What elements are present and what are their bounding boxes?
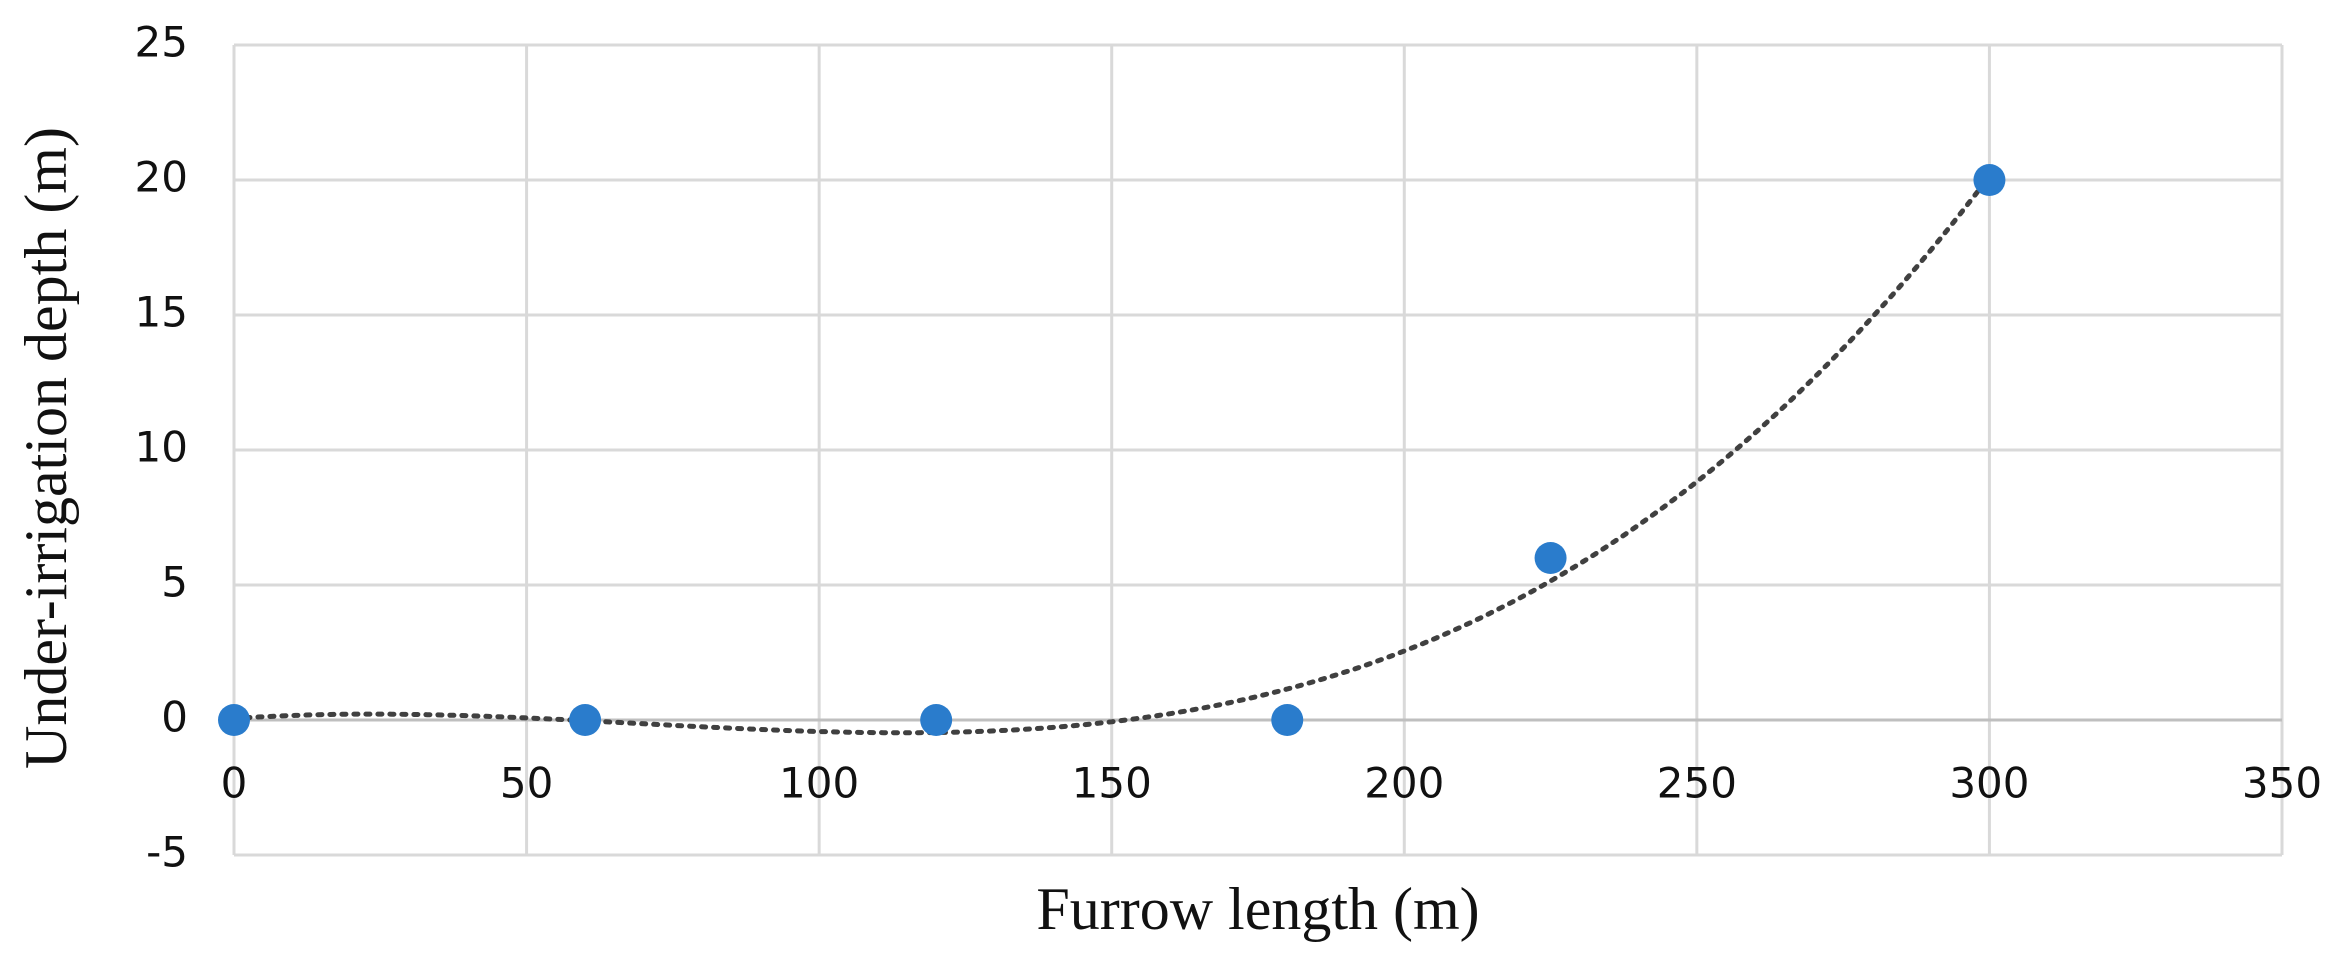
x-tick-label: 50 — [500, 759, 553, 808]
x-tick-label: 300 — [1949, 759, 2029, 808]
y-tick-label: 25 — [135, 18, 188, 67]
y-tick-label: 5 — [161, 558, 188, 607]
point — [920, 704, 953, 736]
y-tick-label: 15 — [135, 288, 188, 337]
point — [1271, 704, 1304, 736]
trendline — [231, 173, 1992, 736]
y-tick-label: -5 — [146, 828, 188, 877]
x-tick-label: 200 — [1364, 759, 1444, 808]
x-axis-title: Furrow length (m) — [1036, 876, 1479, 942]
x-tick-label: 250 — [1657, 759, 1737, 808]
point — [1973, 164, 2006, 196]
point — [218, 704, 250, 736]
y-tick-label: 20 — [135, 153, 188, 202]
y-axis-title: Under-irrigation depth (m) — [13, 127, 79, 769]
x-tick-label: 150 — [1072, 759, 1152, 808]
point — [569, 704, 602, 736]
x-tick-label: 350 — [2242, 759, 2322, 808]
point — [1534, 542, 1567, 574]
y-tick-label: 10 — [135, 423, 188, 472]
y-tick-label: 0 — [161, 693, 188, 742]
x-tick-label: 100 — [779, 759, 859, 808]
x-tick-label: 0 — [221, 759, 248, 808]
